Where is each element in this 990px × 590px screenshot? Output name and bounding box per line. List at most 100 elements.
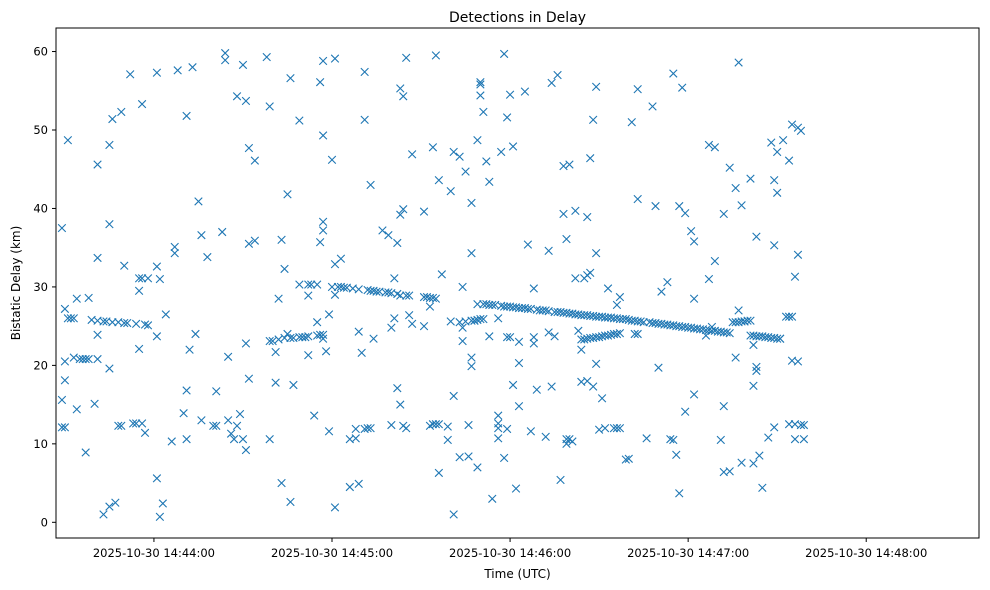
data-point: [120, 261, 129, 270]
data-point: [588, 115, 598, 124]
data-point: [479, 314, 488, 324]
data-point: [265, 336, 274, 346]
data-point: [134, 286, 144, 296]
data-point: [117, 107, 126, 117]
data-point: [244, 374, 254, 383]
data-point: [464, 420, 473, 430]
data-point: [553, 70, 562, 80]
data-point: [158, 499, 168, 508]
data-point: [636, 317, 645, 326]
data-point: [212, 421, 221, 430]
data-point: [770, 423, 779, 432]
data-point: [295, 116, 304, 125]
data-point: [123, 318, 132, 328]
data-point: [520, 87, 530, 96]
data-point: [476, 77, 485, 87]
data-point: [529, 284, 539, 293]
data-point: [60, 304, 70, 314]
data-point: [772, 334, 782, 343]
data-point: [731, 183, 740, 193]
data-point: [449, 391, 458, 401]
data-point: [428, 143, 438, 152]
data-point: [232, 421, 242, 430]
data-point: [366, 423, 375, 433]
data-point: [514, 358, 524, 368]
data-point: [81, 448, 90, 457]
data-point: [378, 226, 387, 235]
data-point: [318, 226, 328, 235]
data-point: [84, 293, 93, 303]
data-point: [591, 359, 601, 369]
data-point: [749, 459, 758, 468]
data-point: [170, 248, 179, 258]
data-point: [312, 318, 322, 327]
data-point: [220, 48, 230, 58]
data-point: [651, 201, 660, 211]
data-point: [633, 85, 642, 94]
data-point: [547, 382, 556, 391]
data-point: [591, 82, 601, 92]
data-point: [396, 210, 405, 219]
data-point: [541, 306, 550, 315]
data-point: [155, 274, 165, 284]
data-point: [69, 314, 78, 323]
data-point: [66, 314, 76, 323]
data-point: [704, 140, 714, 150]
data-point: [235, 409, 245, 419]
data-point: [770, 176, 779, 185]
data-point: [550, 307, 559, 317]
data-point: [707, 322, 717, 332]
data-point: [431, 51, 441, 60]
x-axis-ticks: 2025-10-30 14:44:00 2025-10-30 14:45:00 20…: [93, 538, 927, 560]
data-point: [93, 354, 102, 364]
data-point: [704, 274, 714, 284]
data-point: [591, 248, 601, 258]
data-points: [57, 48, 809, 522]
data-point: [496, 147, 506, 157]
data-point: [559, 209, 568, 219]
data-point: [502, 113, 512, 122]
data-point: [307, 280, 316, 289]
data-point: [312, 280, 322, 289]
data-point: [550, 332, 559, 341]
data-point: [639, 318, 648, 327]
data-point: [494, 423, 503, 433]
data-point: [283, 190, 292, 199]
data-point: [75, 354, 84, 364]
data-point: [799, 434, 809, 444]
data-point: [345, 482, 355, 492]
data-point: [182, 434, 191, 444]
data-point: [324, 310, 334, 319]
data-point: [431, 420, 441, 429]
data-point: [494, 434, 503, 443]
data-point: [286, 497, 295, 507]
data-point: [574, 326, 583, 336]
data-point: [609, 423, 619, 433]
data-point: [399, 92, 408, 101]
data-point: [105, 502, 114, 511]
data-point: [218, 227, 227, 237]
data-point: [793, 357, 803, 366]
data-point: [140, 320, 150, 329]
data-point: [434, 176, 444, 185]
data-point: [710, 143, 720, 152]
data-point: [304, 291, 313, 300]
data-point: [393, 238, 402, 248]
data-point: [134, 274, 144, 283]
data-point: [134, 344, 144, 354]
data-point: [680, 407, 690, 416]
data-point: [467, 248, 476, 258]
data-point: [304, 350, 313, 360]
plot-frame: [55, 27, 980, 539]
data-point: [514, 337, 524, 347]
data-point: [81, 354, 90, 364]
data-point: [387, 323, 396, 332]
data-point: [494, 411, 503, 420]
data-point: [672, 450, 681, 460]
data-point: [140, 428, 150, 438]
data-point: [790, 434, 800, 444]
data-point: [330, 290, 340, 299]
data-point: [583, 212, 592, 222]
data-point: [514, 401, 524, 411]
